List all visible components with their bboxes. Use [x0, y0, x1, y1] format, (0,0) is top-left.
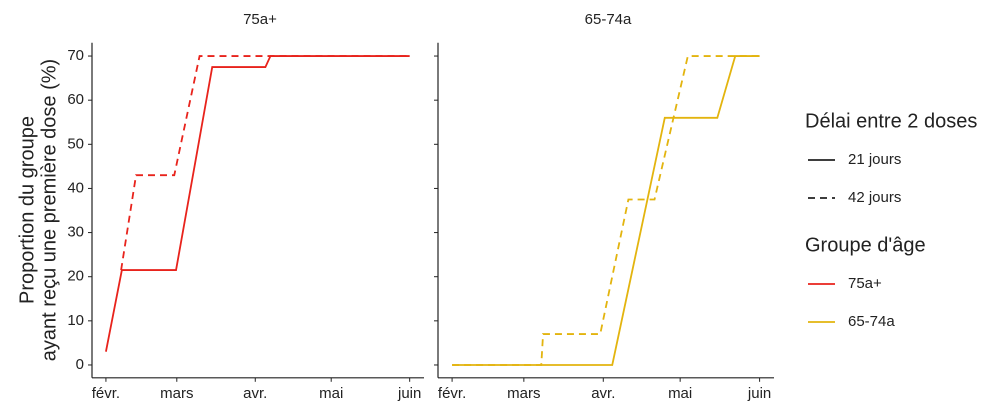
x-tick-label: juin [747, 385, 771, 402]
legend-label: 42 jours [848, 189, 901, 206]
x-tick-label: mai [668, 385, 692, 402]
legend-label: 65-74a [848, 313, 895, 330]
x-tick-label: mai [319, 385, 343, 402]
y-axis-label: ayant reçu une première dose (%) [38, 59, 60, 361]
panel-title: 65-74a [585, 11, 632, 28]
x-tick-label: mars [160, 385, 193, 402]
y-tick-label: 50 [67, 135, 84, 152]
x-tick-label: mars [507, 385, 540, 402]
x-tick-label: avr. [243, 385, 267, 402]
line-series [120, 55, 410, 271]
y-tick-label: 10 [67, 312, 84, 329]
line-series [452, 55, 760, 366]
line-series [452, 55, 760, 366]
x-tick-label: févr. [438, 385, 466, 402]
legend-title: Délai entre 2 doses [805, 110, 977, 132]
y-tick-label: 70 [67, 47, 84, 64]
y-tick-label: 40 [67, 179, 84, 196]
y-tick-label: 20 [67, 268, 84, 285]
x-tick-label: févr. [92, 385, 120, 402]
line-series [105, 55, 410, 352]
x-tick-label: avr. [591, 385, 615, 402]
y-tick-label: 0 [76, 356, 84, 373]
y-tick-label: 60 [67, 91, 84, 108]
legend-label: 21 jours [848, 151, 901, 168]
y-tick-label: 30 [67, 224, 84, 241]
legend-label: 75a+ [848, 275, 882, 292]
panel-title: 75a+ [243, 11, 277, 28]
x-tick-label: juin [397, 385, 421, 402]
legend-title: Groupe d'âge [805, 234, 926, 256]
y-axis-label: Proportion du groupe [16, 116, 38, 304]
